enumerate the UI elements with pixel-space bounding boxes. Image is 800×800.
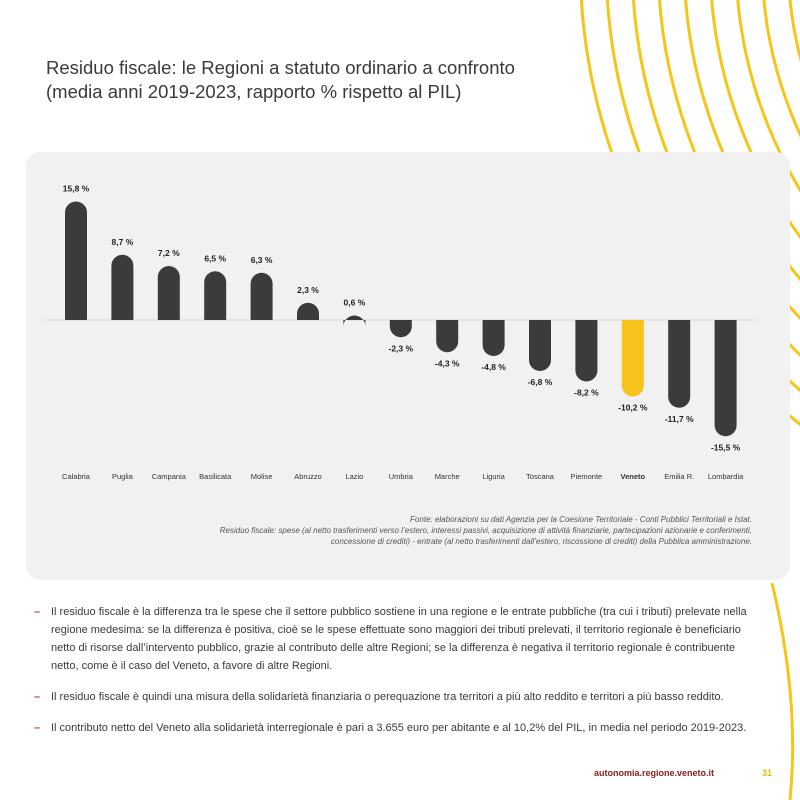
bar-puglia (111, 254, 134, 320)
category-label: Lombardia (708, 472, 744, 481)
bar-value-label: 0,6 % (344, 298, 366, 308)
bar-value-label: -11,7 % (665, 414, 694, 424)
bar-lazio (343, 315, 366, 327)
bar-value-label: 7,2 % (158, 248, 180, 258)
bar-molise (250, 272, 273, 320)
category-label: Emilia R. (664, 472, 694, 481)
category-label: Liguria (482, 472, 505, 481)
bullet-text: Il residuo fiscale è la differenza tra l… (51, 606, 747, 672)
source-line-1: Fonte: elaborazioni su dati Agenzia per … (410, 515, 752, 524)
chart-source-note: Fonte: elaborazioni su dati Agenzia per … (112, 514, 752, 547)
footer-url: autonomia.regione.veneto.it (594, 768, 715, 778)
bar-emilia-r (668, 320, 691, 408)
bullet-item: – Il residuo fiscale è quindi una misura … (34, 688, 764, 706)
category-label: Basilicata (199, 472, 232, 481)
bar-basilicata (204, 271, 227, 320)
bar-marche (436, 320, 459, 353)
bullet-item: – Il residuo fiscale è la differenza tra … (34, 603, 764, 675)
bar-lombardia (714, 320, 737, 437)
bar-value-label: -6,8 % (528, 377, 553, 387)
page-number: 31 (762, 768, 773, 778)
bar-value-label: 6,5 % (204, 253, 226, 263)
bar-value-label: 8,7 % (112, 237, 134, 247)
residuo-fiscale-bar-chart: 15,8 % Calabria 8,7 % Puglia 7,2 % Campania 6,… (44, 184, 756, 481)
bullet-dash: – (34, 606, 41, 618)
bullet-dash: – (34, 722, 41, 734)
bullet-dash: – (34, 691, 41, 703)
decorative-arc (770, 582, 795, 800)
category-label: Umbria (389, 472, 414, 481)
bar-value-label: -2,3 % (389, 343, 414, 353)
category-label: Puglia (112, 472, 134, 481)
bar-value-label: -4,3 % (435, 358, 460, 368)
bar-value-label: -15,5 % (711, 442, 741, 452)
category-label: Lazio (345, 472, 363, 481)
chart-panel (26, 152, 790, 580)
bar-value-label: -10,2 % (618, 403, 648, 413)
bullet-list: – Il residuo fiscale è la differenza tra … (34, 603, 764, 750)
category-label: Molise (251, 472, 273, 481)
bar-value-label: -8,2 % (574, 388, 599, 398)
page-title: Residuo fiscale: le Regioni a statuto or… (46, 56, 566, 104)
category-label: Campania (152, 472, 187, 481)
bar-abruzzo (297, 302, 319, 320)
category-label: Toscana (526, 472, 555, 481)
bar-value-label: 2,3 % (297, 285, 319, 295)
category-label: Marche (435, 472, 460, 481)
bullet-item: – Il contributo netto del Veneto alla sol… (34, 719, 764, 737)
source-line-2: Residuo fiscale: spese (al netto trasfer… (219, 526, 752, 535)
title-line-2: (media anni 2019-2023, rapporto % rispet… (46, 81, 462, 102)
category-label: Calabria (62, 472, 91, 481)
title-line-1: Residuo fiscale: le Regioni a statuto or… (46, 57, 515, 78)
category-label: Abruzzo (294, 472, 322, 481)
source-line-3: concessione di crediti) - entrate (al ne… (330, 537, 752, 546)
bar-piemonte (575, 320, 598, 382)
bar-umbria (389, 320, 412, 338)
bullet-text: Il contributo netto del Veneto alla soli… (51, 722, 747, 734)
bar-value-label: 15,8 % (63, 184, 90, 194)
bar-liguria (482, 320, 505, 356)
bar-calabria (65, 201, 87, 320)
bar-value-label: -4,8 % (481, 362, 506, 372)
category-label: Veneto (621, 472, 646, 481)
bar-veneto (621, 320, 644, 397)
bar-value-label: 6,3 % (251, 255, 273, 265)
bar-toscana (529, 320, 551, 371)
category-label: Piemonte (571, 472, 603, 481)
bar-campania (157, 266, 180, 320)
bullet-text: Il residuo fiscale è quindi una misura d… (51, 691, 724, 703)
